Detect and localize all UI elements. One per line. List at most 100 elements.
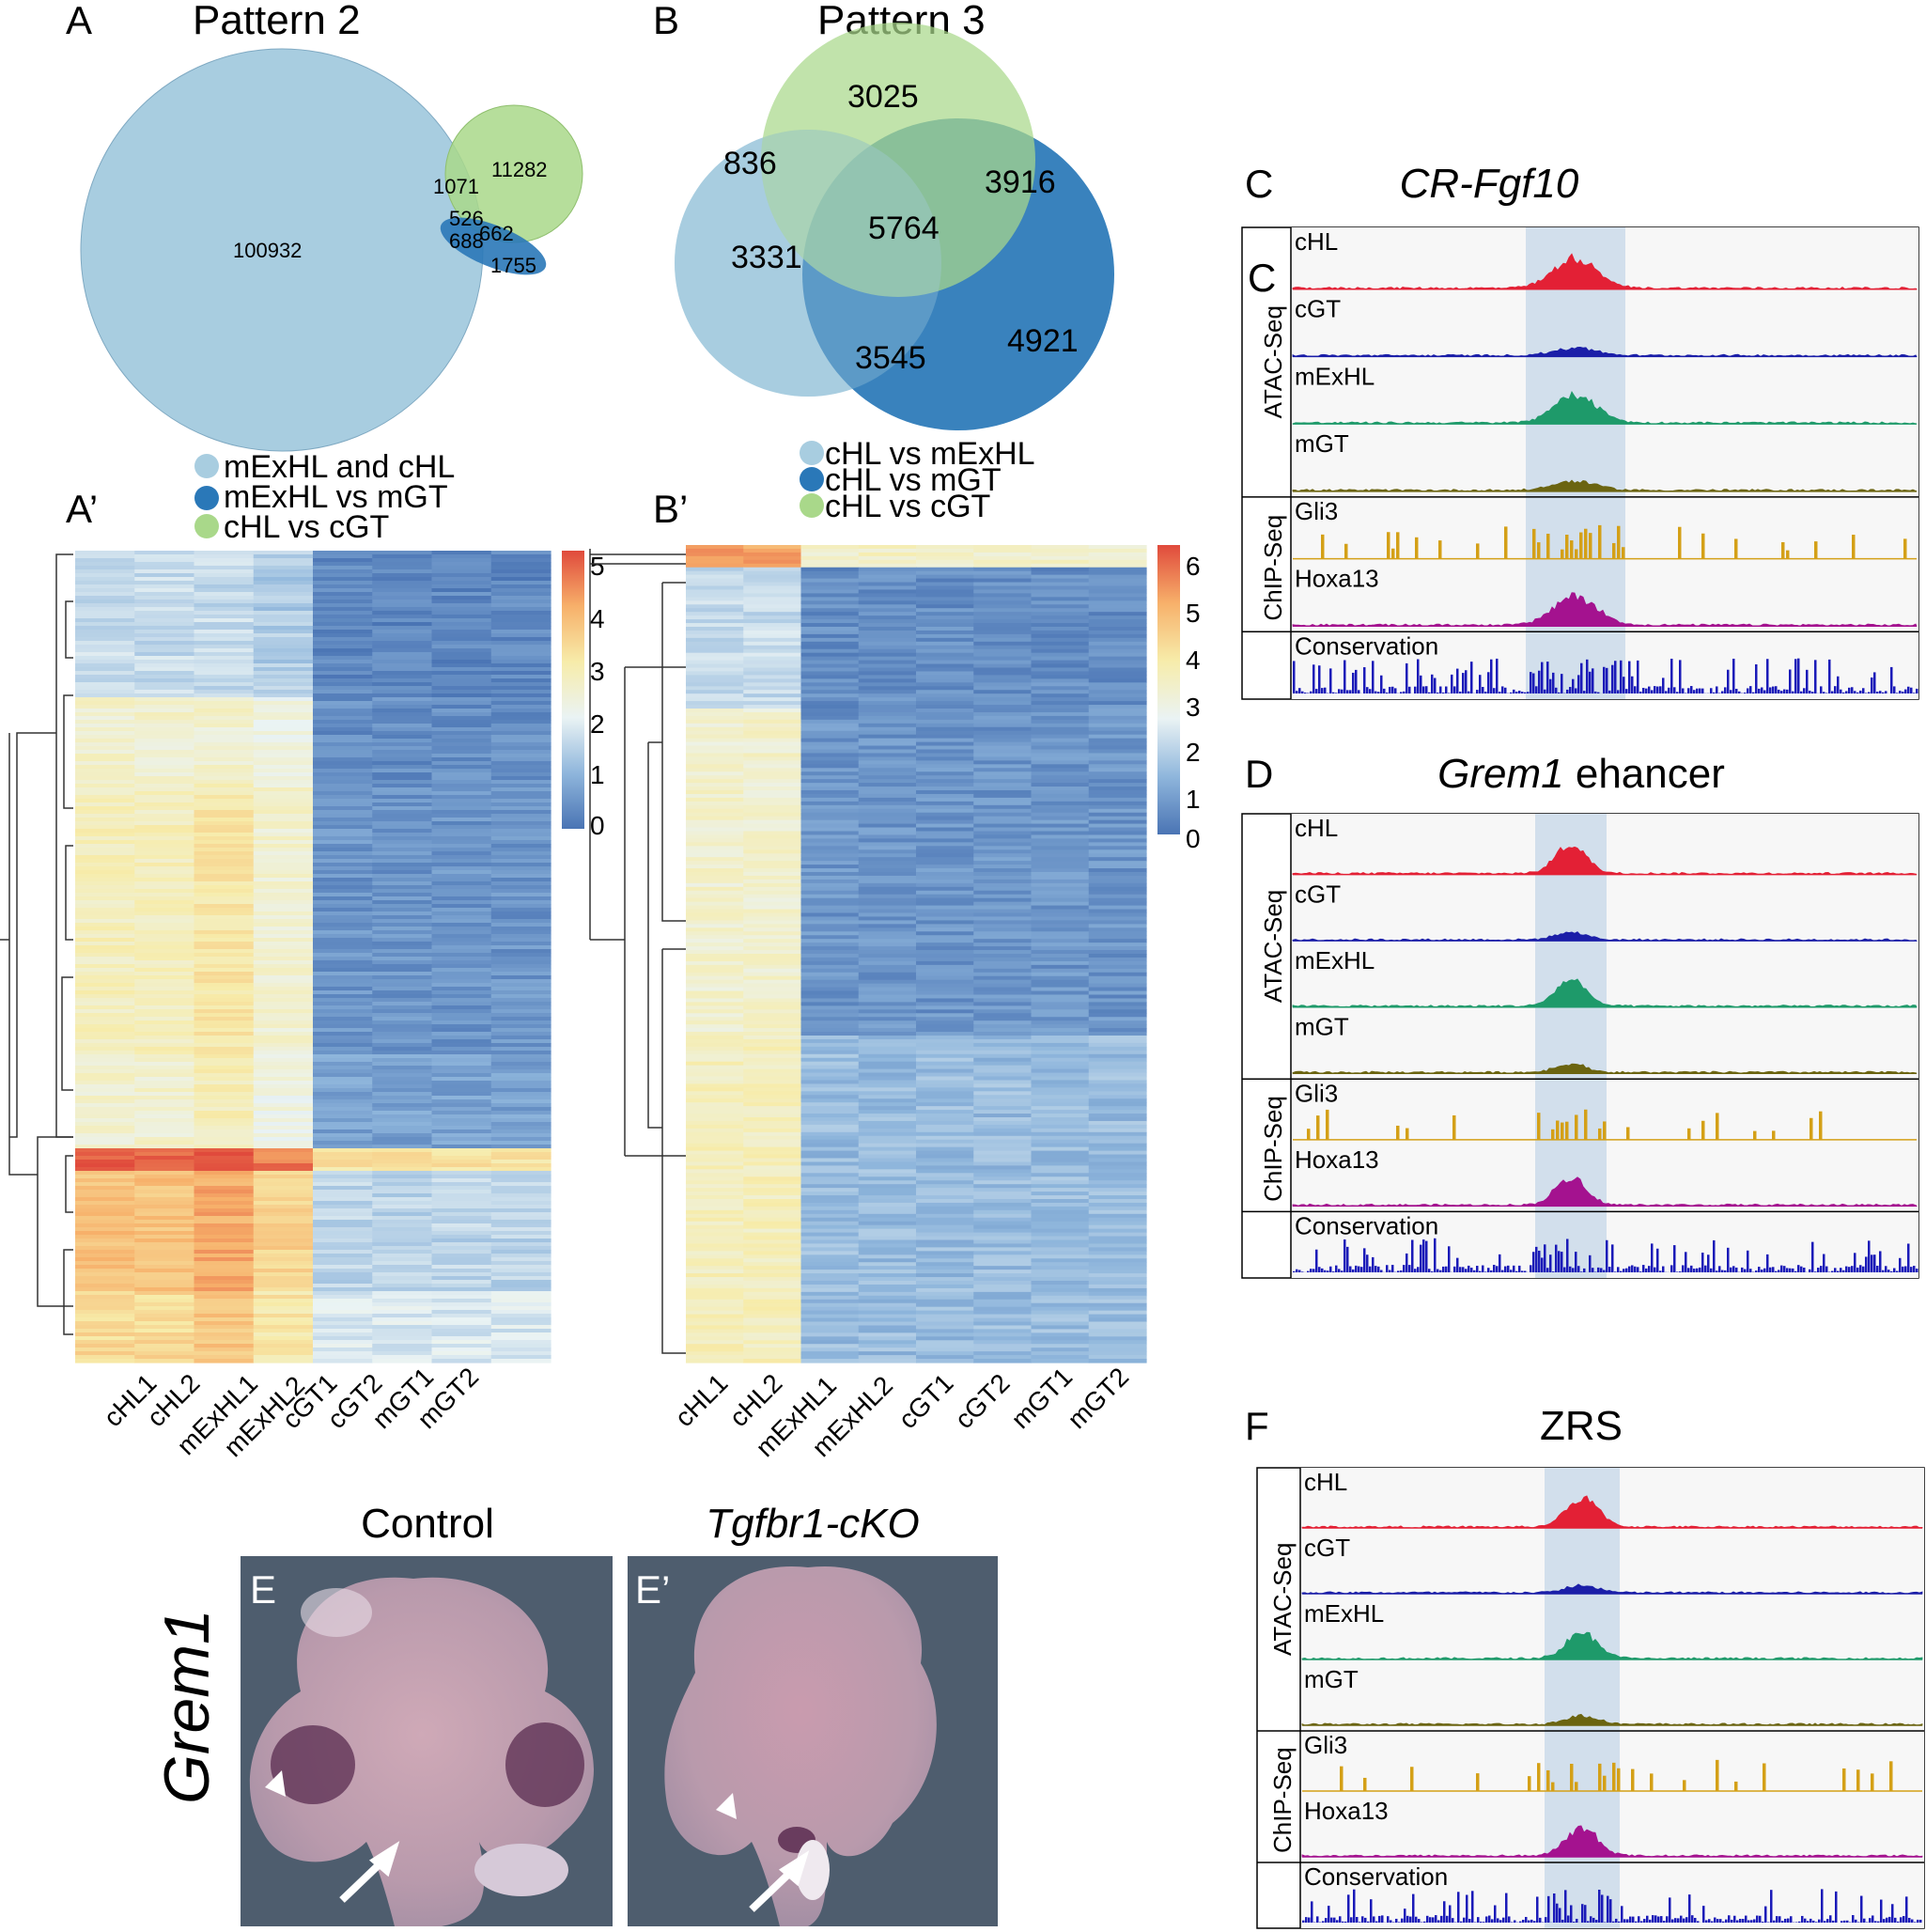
venn-a-legend-marker bbox=[194, 486, 219, 510]
venn-b-num: 3025 bbox=[847, 79, 919, 115]
panel-label-f: F bbox=[1245, 1404, 1269, 1448]
venn-b-num: 3331 bbox=[731, 240, 802, 275]
track-label: Hoxa13 bbox=[1295, 565, 1379, 593]
track-label: mExHL bbox=[1295, 362, 1375, 390]
venn-b-num: 5764 bbox=[868, 210, 940, 246]
venn-a-num: 1755 bbox=[490, 254, 536, 277]
venn-a-num: 11282 bbox=[491, 158, 548, 181]
heatmap-a-colorbar bbox=[562, 551, 584, 829]
track-label: mExHL bbox=[1295, 946, 1375, 974]
venn-b-legend-marker bbox=[800, 493, 824, 518]
track-label: Conservation bbox=[1295, 631, 1438, 660]
browser-group-label: ChIP-Seq bbox=[1259, 1096, 1287, 1202]
venn-b-legend-marker bbox=[800, 441, 824, 465]
heatmap-a-scale-tick: 1 bbox=[590, 760, 605, 789]
heatmap-b-scale-tick: 1 bbox=[1186, 785, 1201, 814]
embryo-image-control bbox=[241, 1556, 613, 1926]
track-label: cGT bbox=[1295, 880, 1341, 909]
browser-d: ATAC-Seq ChIP-Seq cHL cGT mExHL mGT Gli3 Hoxa13… bbox=[1241, 813, 1919, 1279]
panel-label-c-inner: C bbox=[1248, 256, 1276, 300]
venn-a-num: 688 bbox=[449, 229, 484, 253]
heatmap-a-scale-tick: 5 bbox=[590, 552, 605, 581]
browser-d-title: Grem1 ehancer bbox=[1437, 751, 1725, 797]
venn-b-circle-overlay bbox=[675, 130, 941, 397]
venn-a-legend-label: cHL vs cGT bbox=[224, 509, 389, 545]
venn-b-num: 3545 bbox=[855, 340, 926, 376]
heatmap-a-scale-tick: 2 bbox=[590, 709, 605, 739]
heatmap-b-scale-tick: 5 bbox=[1186, 599, 1201, 628]
browser-c-title: CR-Fgf10 bbox=[1400, 161, 1579, 207]
panel-label-b-prime: B’ bbox=[653, 487, 688, 531]
venn-a-legend-label: mExHL and cHL bbox=[224, 449, 455, 485]
heatmap-b-scale-tick: 4 bbox=[1186, 646, 1201, 675]
track-label: mGT bbox=[1295, 1013, 1349, 1041]
venn-a-ellipse-mexhl-mgt bbox=[440, 217, 547, 275]
venn-a-num: 100932 bbox=[233, 239, 302, 262]
browser-group-label: ATAC-Seq bbox=[1259, 305, 1287, 418]
venn-b-circle-chl-cgt bbox=[761, 23, 1035, 297]
track-label: cGT bbox=[1295, 295, 1341, 323]
browser-c: ATAC-Seq ChIP-Seq cHL cGT mExHL mGT Gli3 Hoxa13… bbox=[1241, 226, 1919, 700]
track-label: cHL bbox=[1295, 227, 1338, 256]
browser-group-label: ATAC-Seq bbox=[1268, 1543, 1297, 1656]
panel-e-control-title: Control bbox=[361, 1501, 494, 1547]
venn-a-legend-label: mExHL vs mGT bbox=[224, 479, 448, 515]
track-label: Hoxa13 bbox=[1304, 1797, 1389, 1825]
arrowhead-icon bbox=[716, 1793, 737, 1819]
heatmap-a-scale-tick: 3 bbox=[590, 657, 605, 686]
embryo-image-mutant bbox=[628, 1556, 998, 1926]
heatmap-b-dendrogram bbox=[589, 549, 686, 1354]
venn-b-legend-label: cHL vs cGT bbox=[825, 489, 990, 524]
panel-label-d: D bbox=[1245, 752, 1273, 796]
panel-e-gene-label: Grem1 bbox=[151, 1609, 223, 1804]
panel-label-b: B bbox=[653, 0, 679, 42]
track-label: Gli3 bbox=[1295, 497, 1338, 525]
heatmap-a-sample-labels: cHL1 cHL2 mExHL1 mExHL2 cGT1 cGT2 mGT1 m… bbox=[98, 1362, 484, 1462]
venn-b-num: 836 bbox=[723, 146, 777, 181]
heatmap-b-scale-tick: 2 bbox=[1186, 738, 1201, 767]
browser-d-title-gene: Grem1 bbox=[1437, 751, 1563, 797]
browser-d-title-rest: ehancer bbox=[1564, 751, 1725, 797]
venn-b-num: 3916 bbox=[985, 164, 1056, 200]
heatmap-b-scale-tick: 0 bbox=[1186, 824, 1201, 853]
track-label: Gli3 bbox=[1295, 1079, 1338, 1107]
venn-a-num: 526 bbox=[449, 207, 484, 230]
track-label: Conservation bbox=[1304, 1862, 1448, 1891]
heatmap-b-sample: mGT2 bbox=[1062, 1362, 1134, 1434]
track-label: mGT bbox=[1304, 1665, 1359, 1693]
browser-f-title: ZRS bbox=[1540, 1403, 1623, 1449]
arrowhead-icon bbox=[265, 1770, 286, 1797]
panel-label-a: A bbox=[66, 0, 92, 42]
heatmap-b-sample: cGT1 bbox=[893, 1368, 958, 1434]
track-label: cGT bbox=[1304, 1534, 1350, 1562]
panel-e-mutant-title: Tgfbr1-cKO bbox=[706, 1501, 919, 1547]
heatmap-b-colorbar bbox=[1157, 545, 1180, 834]
track-label: mExHL bbox=[1304, 1599, 1384, 1628]
heatmap-a-cells bbox=[75, 551, 551, 1363]
heatmap-a-scale-tick: 0 bbox=[590, 811, 605, 840]
panel-label-c: C bbox=[1245, 162, 1273, 206]
track-label: cHL bbox=[1304, 1468, 1347, 1496]
heatmap-b-sample-labels: cHL1 cHL2 mExHL1 mExHL2 cGT1 cGT2 mGT1 m… bbox=[669, 1362, 1134, 1462]
venn-b-legend-label: cHL vs mExHL bbox=[825, 436, 1035, 472]
venn-a-num: 662 bbox=[479, 222, 514, 245]
heatmap-a-scale-tick: 4 bbox=[590, 604, 605, 633]
browser-f: ATAC-Seq ChIP-Seq cHL cGT mExHL mGT Gli3 Hoxa13… bbox=[1256, 1467, 1925, 1929]
heatmap-b-sample: cGT2 bbox=[949, 1368, 1015, 1434]
panel-label-e: E bbox=[250, 1567, 276, 1612]
panel-label-e-prime: E’ bbox=[635, 1567, 670, 1612]
track-label: cHL bbox=[1295, 814, 1338, 842]
track-label: Hoxa13 bbox=[1295, 1145, 1379, 1174]
venn-a-legend-marker bbox=[194, 514, 219, 538]
browser-group-label: ChIP-Seq bbox=[1268, 1747, 1297, 1853]
track-label: mGT bbox=[1295, 429, 1349, 458]
heatmap-b-sample: cHL1 bbox=[669, 1368, 733, 1432]
heatmap-b-cells bbox=[686, 545, 1147, 1363]
track-label: Gli3 bbox=[1304, 1731, 1347, 1759]
venn-b-num: 4921 bbox=[1007, 323, 1079, 359]
heatmap-b-scale-tick: 3 bbox=[1186, 693, 1201, 722]
track-label: Conservation bbox=[1295, 1211, 1438, 1239]
venn-a-num: 1071 bbox=[433, 175, 479, 198]
venn-b-legend-marker bbox=[800, 467, 824, 491]
